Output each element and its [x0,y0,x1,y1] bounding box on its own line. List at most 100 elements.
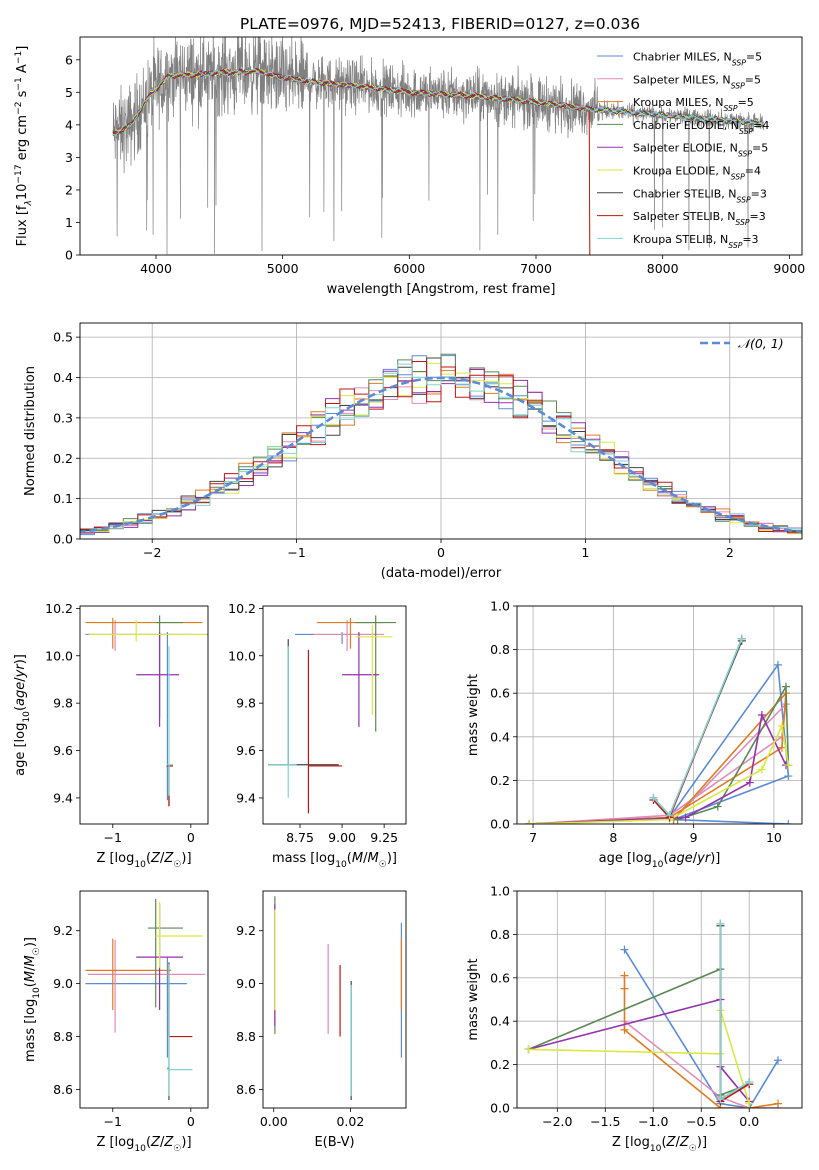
x-axis-label-part: / [675,1135,680,1150]
y-axis-label: age [log10(age/yr)] [13,654,32,776]
y-tick-label: 0.6 [490,686,510,701]
y-axis-label-part: ☉ [32,947,42,955]
x-axis-label-part: mass [log [272,851,335,866]
axes-frame [79,605,209,825]
y-tick-label: 0.3 [53,410,73,425]
y-axis-label-part: ] [15,46,30,51]
y-tick-label: 0.0 [53,532,73,547]
y-tick-label: 3 [65,150,73,165]
x-tick-label: 4000 [140,261,172,276]
weight-marker-kroupa_stelib [665,811,674,820]
x-tick-label: −1 [104,1114,122,1129]
x-axis-label-part: age [log [599,851,652,866]
y-tick-label: 0.5 [53,330,73,345]
y-axis-label-part: / [23,966,38,971]
y-tick-label: 8.8 [53,1029,73,1044]
panel-residuals: −2 −1 0 1 2 0.0 0.1 0.2 0.3 0.4 0.5 (data-model)/er… [23,322,803,581]
legend-label-chabrier_elodie-part: =4 [753,119,769,132]
y-axis-label: Flux [fλ10−17 erg cm−2 s−1 A−1] [14,46,34,247]
legend-label-salpeter_miles-part: Salpeter MILES, N [633,73,731,86]
x-tick-label: 9.25 [370,830,398,845]
weight-marker-kroupa_elodie [777,721,786,730]
x-axis-label-part: )] [181,1135,191,1150]
y-tick-label: 0 [65,248,73,263]
legend-label-kroupa_miles: Kroupa MILES, NSSP=5 [633,96,754,113]
y-tick-label: 0.8 [490,927,510,942]
x-tick-label: 9.00 [328,830,356,845]
x-axis-label-part: ( [663,851,668,866]
x-axis-label-part: )] [697,1135,707,1150]
legend-label-kroupa_stelib: Kroupa STELIB, NSSP=3 [633,233,759,250]
x-tick-label: −2.0 [542,1114,572,1129]
legend-label-chabrier_miles-part: Chabrier MILES, N [633,51,732,64]
weight-marker-kroupa_elodie [525,820,534,824]
y-axis-label-part: )] [23,937,38,947]
legend-label-chabrier_miles-part: SSP [732,58,746,67]
x-axis-label-part: Z [666,1135,677,1150]
legend-label-chabrier_stelib: Chabrier STELIB, NSSP=3 [633,187,767,204]
y-axis-label-part: age [log [13,723,28,776]
weight-line-chabrier_elodie [677,683,790,821]
y-axis-label-part: s [15,90,30,101]
y-tick-label: 10.0 [45,648,73,663]
x-axis-label-part: Z [150,851,161,866]
legend-label-salpeter_elodie-part: SSP [738,149,752,158]
x-tick-label: 7 [529,830,537,845]
y-tick-label: 0.4 [53,370,73,385]
x-axis-label: Z [log10(Z/Z☉)] [96,1135,191,1154]
y-tick-label: 9.0 [236,976,256,991]
x-axis-label-part: 10 [134,860,146,870]
legend-label-salpeter_elodie: Salpeter ELODIE, NSSP=5 [633,142,768,159]
x-tick-label: 8.75 [286,830,314,845]
weight-marker-chabrier_miles [784,820,793,824]
y-tick-label: 9.0 [53,976,73,991]
y-tick-label: 1.0 [490,884,510,899]
x-axis-label-part: ( [146,1135,151,1150]
legend-label-salpeter_elodie-part: Salpeter ELODIE, N [633,142,738,155]
normal-curve [80,376,802,534]
legend-label-chabrier_elodie-part: SSP [739,126,753,135]
legend-label-kroupa_miles-part: =5 [738,96,754,109]
legend-label-kroupa_stelib-part: =3 [742,233,758,246]
x-axis-label-part: wavelength [Angstrom, rest frame] [327,282,556,297]
y-tick-label: 10.0 [228,648,256,663]
y-tick-label: 0.2 [490,773,510,788]
y-axis-label-part: mass weight [466,958,481,1040]
legend-label-chabrier_elodie-part: Chabrier ELODIE, N [633,119,739,132]
weight-marker-chabrier_elodie [713,802,722,811]
weight-marker-chabrier_miles [784,772,793,781]
plot-area-age_vs_Z [85,615,208,807]
x-axis-label: wavelength [Angstrom, rest frame] [327,282,556,297]
figure-title: PLATE=0976, MJD=52413, FIBERID=0127, z=0… [240,15,640,33]
panel-mass_vs_Z: −1 08.68.89.09.2Z [log10(Z/Z☉)]mass [log1… [23,890,209,1154]
y-tick-label: 2 [65,182,73,197]
x-axis-label-part: )] [710,851,720,866]
weight-marker-chabrier_miles [774,1056,783,1065]
legend-label-kroupa_elodie-part: =4 [745,165,761,178]
weight-marker-kroupa_stelib [716,1095,725,1104]
model-salpeter_elodie [112,69,764,135]
y-axis-label-part: −1 [14,77,24,90]
weight-marker-kroupa_stelib [649,793,658,802]
legend-label-salpeter_stelib-part: SSP [735,218,749,227]
x-tick-label: −2 [143,545,161,560]
x-axis-label-part: ( [347,851,352,866]
y-axis-label-part: mass weight [466,674,481,756]
y-tick-label: 1 [65,215,73,230]
panel-spectrum: 4000 5000 6000 7000 8000 9000 0 1 2 3 4 5 6 wavelengt… [14,36,805,297]
x-tick-label: 1 [581,545,589,560]
weight-marker-kroupa_stelib [716,919,725,928]
y-tick-label: 0.2 [53,451,73,466]
x-tick-label: 9000 [773,261,805,276]
axes-frame [262,605,407,825]
x-axis-label-part: )] [387,851,397,866]
x-axis-label-part: yr [696,851,712,866]
x-axis-label-part: 10 [134,1144,146,1154]
x-axis-label-part: (data-model)/error [381,566,502,581]
panel-age_vs_Z: −1 09.49.69.810.010.2Z [log10(Z/Z☉)]age [… [13,601,209,870]
y-axis-label-part: Normed distribution [23,366,38,496]
y-tick-label: 0.8 [490,642,510,657]
legend-label-normal: 𝒩(0, 1) [738,336,784,351]
